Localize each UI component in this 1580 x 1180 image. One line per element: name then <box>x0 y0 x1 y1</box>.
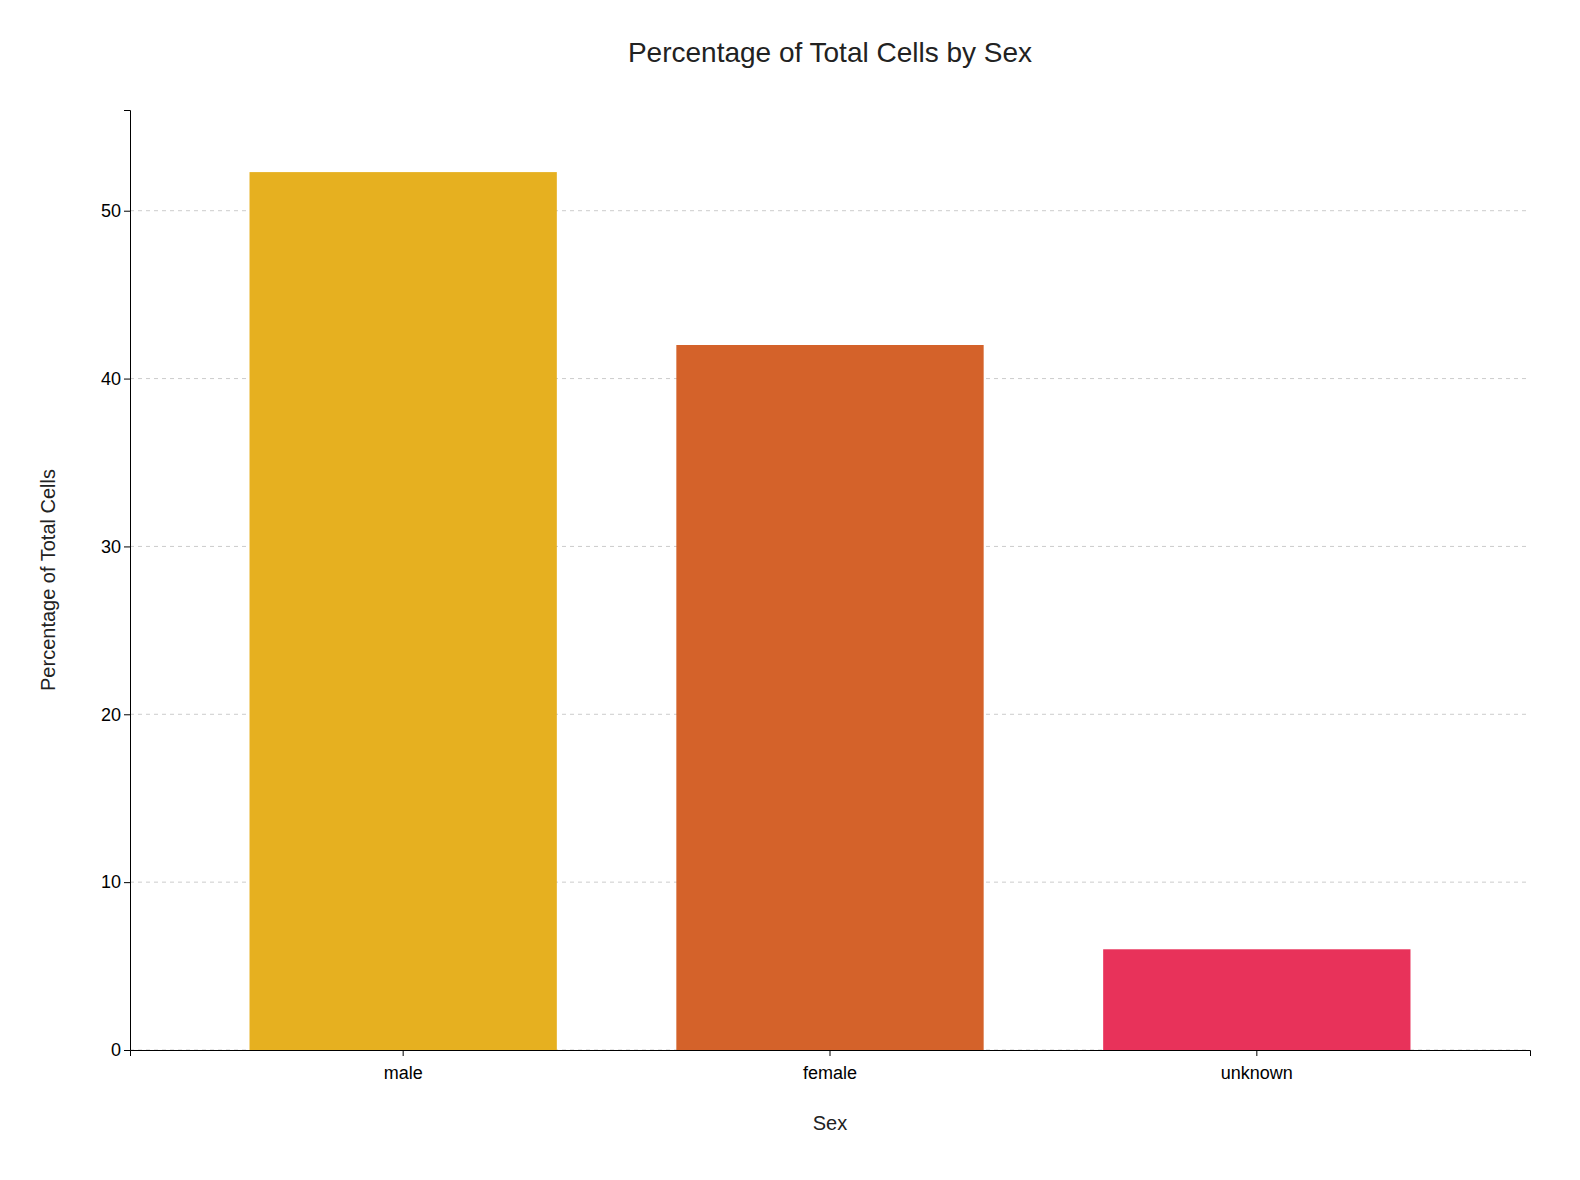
tick-mark <box>124 211 130 212</box>
y-tick: 20 <box>101 705 130 725</box>
tick-label: 30 <box>101 537 121 557</box>
y-tick: 10 <box>101 872 130 892</box>
bar <box>676 345 983 1050</box>
y-tick: 30 <box>101 537 130 557</box>
tick-mark <box>1256 1050 1257 1056</box>
tick-label: male <box>384 1063 423 1083</box>
y-tick: 0 <box>111 1040 130 1060</box>
plot-area: male female unknown 0 10 20 30 40 50 <box>101 111 1531 1083</box>
chart: male female unknown 0 10 20 30 40 50 Percentage o… <box>0 0 1580 1180</box>
bars <box>250 172 1411 1050</box>
x-tick: female <box>803 1050 857 1083</box>
tick-mark <box>124 882 130 883</box>
x-tick: male <box>384 1050 423 1083</box>
axis-line <box>124 111 131 1051</box>
tick-label: 50 <box>101 201 121 221</box>
tick-mark <box>830 1050 831 1056</box>
y-axis-label: Percentage of Total Cells <box>37 469 59 691</box>
tick-mark <box>124 1050 130 1051</box>
tick-label: 40 <box>101 369 121 389</box>
tick-label: 0 <box>111 1040 121 1060</box>
x-axis-label: Sex <box>813 1112 847 1134</box>
tick-mark <box>124 379 130 380</box>
title: Percentage of Total Cells by Sex <box>628 37 1032 68</box>
bar <box>250 172 557 1050</box>
axis-line <box>131 1051 1531 1057</box>
x-tick: unknown <box>1221 1050 1293 1083</box>
y-tick: 40 <box>101 369 130 389</box>
tick-mark <box>403 1050 404 1056</box>
x-axis: male female unknown <box>131 1050 1531 1083</box>
bar <box>1103 949 1410 1050</box>
tick-label: 10 <box>101 872 121 892</box>
y-axis: 0 10 20 30 40 50 <box>101 111 131 1061</box>
y-tick: 50 <box>101 201 130 221</box>
tick-label: female <box>803 1063 857 1083</box>
tick-mark <box>124 714 130 715</box>
tick-mark <box>124 546 130 547</box>
tick-label: unknown <box>1221 1063 1293 1083</box>
tick-label: 20 <box>101 705 121 725</box>
